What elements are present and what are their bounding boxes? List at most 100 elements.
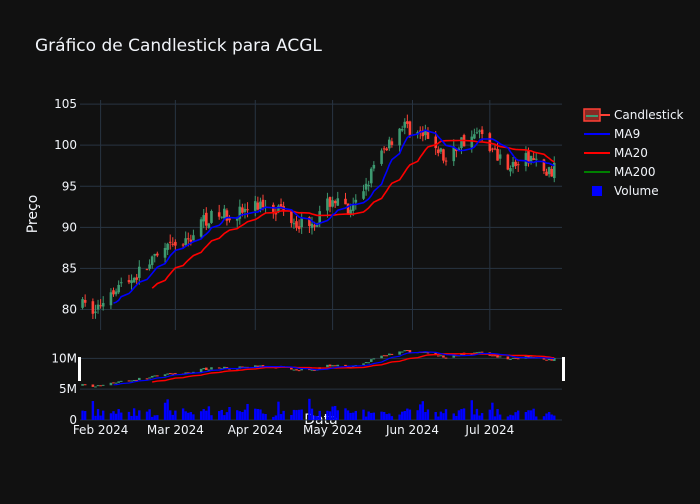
- volume-bar: [455, 415, 458, 420]
- candle-body: [156, 253, 159, 256]
- volume-bar: [545, 413, 548, 420]
- legend-item-ma20[interactable]: MA20: [584, 146, 648, 160]
- y-tick-label: 95: [62, 179, 77, 193]
- range-candle: [372, 358, 376, 360]
- volume-tick-label: 10M: [51, 351, 77, 365]
- candle-body: [524, 153, 528, 167]
- candle-body: [516, 164, 520, 166]
- candle-body: [529, 155, 533, 163]
- candle-body: [514, 161, 517, 166]
- candle-body: [117, 284, 120, 293]
- range-candle: [295, 369, 298, 371]
- range-handle-left[interactable]: [78, 357, 81, 381]
- volume-bar: [442, 413, 445, 420]
- candle-body: [235, 218, 239, 221]
- volume-bar: [553, 415, 556, 420]
- volume-bar: [439, 411, 443, 420]
- volume-bar: [199, 411, 203, 420]
- volume-bar: [264, 413, 267, 420]
- candle-body: [382, 148, 386, 150]
- candle-body: [421, 130, 425, 137]
- range-candle: [112, 382, 115, 384]
- candle-body: [223, 208, 226, 219]
- candle-body: [135, 277, 139, 280]
- candle-body: [310, 223, 314, 229]
- volume-bar: [207, 406, 211, 420]
- candle-body: [137, 266, 141, 278]
- volume-bar: [470, 400, 473, 420]
- candle-body: [192, 235, 195, 241]
- candle-body: [491, 148, 494, 150]
- range-candle: [333, 365, 337, 367]
- volume-bar: [398, 414, 401, 420]
- range-candle: [99, 385, 102, 387]
- volume-bar: [364, 416, 368, 420]
- volume-bar: [148, 409, 151, 420]
- volume-bar: [382, 411, 386, 420]
- range-candle: [153, 375, 157, 377]
- range-candle: [552, 358, 556, 361]
- range-candle: [145, 378, 149, 380]
- range-candle: [101, 384, 105, 386]
- legend-item-ma9[interactable]: MA9: [584, 127, 640, 141]
- volume-bar: [354, 410, 357, 420]
- x-tick-label: Feb 2024: [73, 423, 129, 437]
- volume-bar: [437, 416, 440, 420]
- volume-bar: [277, 401, 280, 420]
- candle-body: [408, 121, 412, 136]
- candle-body: [225, 210, 229, 221]
- candle-body: [168, 241, 172, 243]
- range-candle: [382, 355, 386, 357]
- y-tick-label: 100: [54, 138, 77, 152]
- range-candle: [547, 358, 551, 361]
- range-candle: [148, 377, 151, 379]
- candle-body: [83, 299, 87, 303]
- range-candle: [192, 371, 195, 373]
- volume-bar: [145, 411, 149, 420]
- volume-bar: [498, 414, 502, 420]
- volume-bar: [96, 409, 100, 420]
- candle-body: [442, 149, 445, 161]
- volume-bar: [246, 403, 249, 420]
- candle-body: [362, 191, 365, 199]
- candle-body: [475, 132, 479, 134]
- legend-item-candlestick[interactable]: Candlestick: [583, 108, 684, 122]
- candle-body: [241, 207, 244, 213]
- range-candle: [516, 358, 520, 360]
- range-candle: [527, 355, 530, 359]
- volume-bar: [390, 416, 394, 420]
- volume-bar: [202, 409, 205, 420]
- range-candle: [130, 380, 133, 382]
- legend[interactable]: Candlestick MA9 MA20 MA200 Volume: [583, 108, 684, 198]
- range-ma20-line: [152, 353, 555, 383]
- range-handle-right[interactable]: [562, 357, 565, 381]
- range-candle: [390, 353, 394, 355]
- volume-bar: [434, 411, 437, 420]
- candle-body: [364, 183, 368, 190]
- range-candle: [217, 367, 221, 369]
- range-candle: [442, 355, 445, 358]
- legend-item-volume[interactable]: Volume: [592, 184, 659, 198]
- x-tick-label: Mar 2024: [147, 423, 204, 437]
- candle-body: [297, 226, 301, 230]
- candle-body: [217, 212, 221, 217]
- volume-bar: [524, 412, 528, 420]
- volume-bar: [362, 409, 365, 420]
- volume-bar: [344, 408, 347, 420]
- candle-body: [132, 277, 136, 283]
- legend-label: MA20: [614, 146, 648, 160]
- volume-bar: [297, 409, 301, 420]
- candle-body: [406, 121, 409, 124]
- candle-body: [439, 148, 443, 152]
- candle-body: [388, 139, 391, 149]
- volume-bar: [444, 409, 448, 420]
- range-candle: [452, 354, 456, 358]
- candle-body: [398, 128, 401, 146]
- range-candle: [398, 351, 401, 355]
- candle-body: [148, 264, 151, 269]
- legend-item-ma200[interactable]: MA200: [584, 165, 655, 179]
- volume-bar: [223, 415, 226, 420]
- volume-bar: [408, 409, 412, 420]
- candle-body: [552, 162, 556, 179]
- volume-bar: [174, 410, 177, 420]
